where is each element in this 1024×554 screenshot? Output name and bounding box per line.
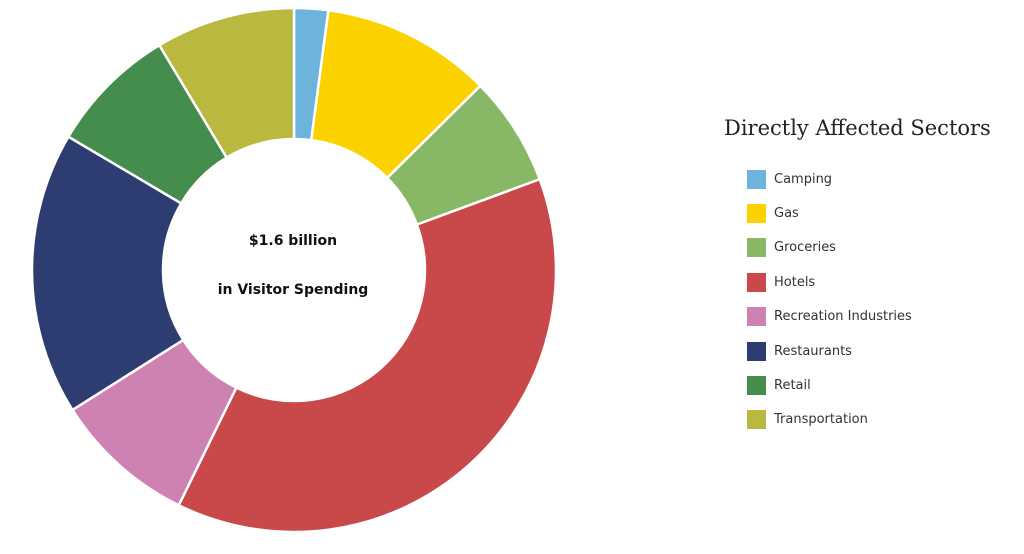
center-subtitle-label: in Visitor Spending bbox=[217, 282, 369, 298]
legend-label-groceries: Groceries bbox=[774, 240, 836, 256]
legend-label-recreation-industries: Recreation Industries bbox=[774, 309, 912, 325]
legend-swatch-groceries bbox=[747, 238, 766, 258]
legend-label-retail: Retail bbox=[774, 378, 811, 394]
center-total-label: $1.6 billion bbox=[248, 233, 338, 249]
slice-transportation bbox=[157, 6, 296, 160]
legend-label-restaurants: Restaurants bbox=[774, 343, 852, 359]
legend-swatch-gas bbox=[747, 204, 766, 224]
legend-item-gas: Gas bbox=[747, 196, 1014, 230]
legend-label-gas: Gas bbox=[774, 206, 799, 222]
legend-swatch-restaurants bbox=[747, 341, 766, 361]
legend-item-restaurants: Restaurants bbox=[747, 334, 1014, 368]
legend-swatch-recreation-industries bbox=[747, 307, 766, 327]
legend-label-hotels: Hotels bbox=[774, 274, 816, 290]
legend-swatch-transportation bbox=[747, 410, 766, 430]
legend-swatch-retail bbox=[747, 376, 766, 396]
legend-label-transportation: Transportation bbox=[774, 412, 868, 428]
slice-hotels bbox=[177, 177, 558, 534]
legend-label-camping: Camping bbox=[774, 171, 833, 187]
chart-legend: Directly Affected Sectors Camping Gas Groc… bbox=[724, 116, 1014, 437]
legend-list: Camping Gas Groceries Hotels Recreation Indu… bbox=[724, 162, 1014, 437]
legend-item-transportation: Transportation bbox=[747, 403, 1014, 437]
legend-item-camping: Camping bbox=[747, 162, 1014, 196]
legend-swatch-camping bbox=[747, 169, 766, 189]
legend-item-groceries: Groceries bbox=[747, 231, 1014, 265]
legend-swatch-hotels bbox=[747, 272, 766, 292]
legend-item-retail: Retail bbox=[747, 368, 1014, 402]
donut-chart bbox=[30, 6, 558, 534]
legend-item-recreation-industries: Recreation Industries bbox=[747, 300, 1014, 334]
legend-item-hotels: Hotels bbox=[747, 265, 1014, 299]
slice-restaurants bbox=[30, 135, 185, 412]
legend-title: Directly Affected Sectors bbox=[724, 116, 991, 140]
